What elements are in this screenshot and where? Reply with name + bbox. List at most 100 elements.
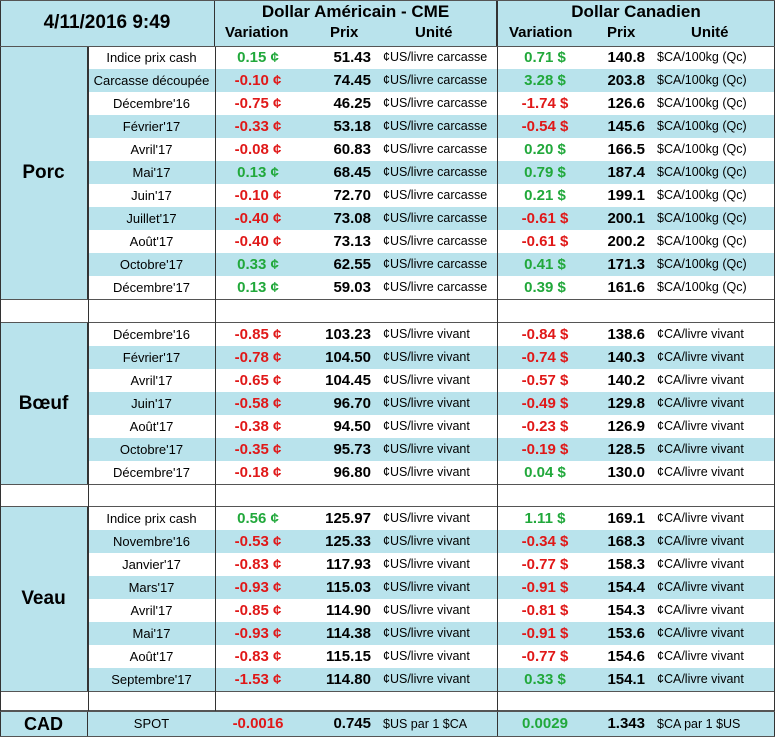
spot-cad-unit: $CA par 1 $US <box>657 717 741 731</box>
usd-unit: ¢US/livre vivant <box>383 442 470 456</box>
usd-price: 114.80 <box>325 671 371 688</box>
cad-label: CAD <box>0 711 88 737</box>
cad-unit: $CA/100kg (Qc) <box>657 142 747 156</box>
cad-variation: 0.33 $ <box>524 671 566 688</box>
cad-unit: $CA/100kg (Qc) <box>657 73 747 87</box>
contract-label: Octobre'17 <box>119 442 184 457</box>
usd-title: Dollar Américain - CME <box>261 2 450 21</box>
contract-label: Avril'17 <box>130 373 173 388</box>
usd-price: 104.45 <box>325 372 371 389</box>
usd-unit: ¢US/livre vivant <box>383 373 470 387</box>
cad-variation: -0.57 $ <box>521 372 569 389</box>
cad-price: 154.4 <box>607 579 645 596</box>
cad-price: 128.5 <box>607 441 645 458</box>
usd-price: 51.43 <box>333 49 371 66</box>
table-row: Octobre'17 -0.35 ¢ 95.73 ¢US/livre vivant -0… <box>0 438 775 461</box>
usd-price: 125.97 <box>325 510 371 527</box>
usd-unit: ¢US/livre vivant <box>383 534 470 548</box>
usd-price: 74.45 <box>333 72 371 89</box>
cad-price: 140.2 <box>607 372 645 389</box>
cad-price: 154.1 <box>607 671 645 688</box>
spot-label: SPOT <box>133 716 170 731</box>
usd-unit: ¢US/livre carcasse <box>383 211 488 225</box>
cad-variation: 1.11 $ <box>524 510 566 527</box>
cad-unit: $CA/100kg (Qc) <box>657 119 747 133</box>
usd-price: 117.93 <box>325 556 371 573</box>
table-border <box>0 0 1 737</box>
cad-variation: 0.79 $ <box>524 164 566 181</box>
usd-variation: -0.78 ¢ <box>234 349 282 366</box>
spot-usd-unit: $US par 1 $CA <box>383 717 468 731</box>
cad-price: 140.8 <box>607 49 645 66</box>
contract-label: Juillet'17 <box>126 211 177 226</box>
contract-label: Août'17 <box>129 234 174 249</box>
usd-price: 73.08 <box>333 210 371 227</box>
usd-prix-header: Prix <box>330 24 359 41</box>
usd-variation: -0.33 ¢ <box>234 118 282 135</box>
table-row: Septembre'17 -1.53 ¢ 114.80 ¢US/livre vivan… <box>0 668 775 691</box>
table-row: Août'17 -0.40 ¢ 73.13 ¢US/livre carcasse -0.… <box>0 230 775 253</box>
usd-unit: ¢US/livre carcasse <box>383 257 488 271</box>
cad-spot-row: CAD SPOT -0.0016 0.745 $US par 1 $CA 0.0029 1.… <box>0 711 775 737</box>
cad-unit: ¢CA/livre vivant <box>657 350 744 364</box>
usd-variation: -1.53 ¢ <box>234 671 282 688</box>
cad-variation: 0.04 $ <box>524 464 566 481</box>
table-row: Mai'17 -0.93 ¢ 114.38 ¢US/livre vivant -0.91… <box>0 622 775 645</box>
usd-unit: ¢US/livre vivant <box>383 350 470 364</box>
cad-variation: -0.77 $ <box>521 648 569 665</box>
usd-unit: ¢US/livre vivant <box>383 465 470 479</box>
cad-unit: $CA/100kg (Qc) <box>657 257 747 271</box>
date-time: 4/11/2016 9:49 <box>43 12 171 33</box>
cad-variation: -0.61 $ <box>521 233 569 250</box>
table-row: Décembre'17 -0.18 ¢ 96.80 ¢US/livre vivant 0… <box>0 461 775 484</box>
contract-label: Décembre'17 <box>113 280 190 295</box>
section-gap <box>0 691 775 711</box>
table-row: Carcasse découpée -0.10 ¢ 74.45 ¢US/livre c… <box>0 69 775 92</box>
cad-price: 140.3 <box>607 349 645 366</box>
cad-price: 200.2 <box>607 233 645 250</box>
group-label-2: Veau <box>0 507 88 691</box>
cad-price: 199.1 <box>607 187 645 204</box>
cad-price: 158.3 <box>607 556 645 573</box>
usd-unit: ¢US/livre carcasse <box>383 188 488 202</box>
spot-usd-variation: -0.0016 <box>232 715 284 732</box>
spot-usd-price: 0.745 <box>333 715 371 732</box>
usd-unit: ¢US/livre vivant <box>383 649 470 663</box>
cad-price: 130.0 <box>607 464 645 481</box>
cad-variation: -0.19 $ <box>521 441 569 458</box>
cad-price: 187.4 <box>607 164 645 181</box>
cad-price: 145.6 <box>607 118 645 135</box>
contract-label: Août'17 <box>129 649 174 664</box>
cad-unit: $CA/100kg (Qc) <box>657 280 747 294</box>
usd-price: 96.70 <box>333 395 371 412</box>
cad-header: Dollar Canadien Variation Prix Unité <box>497 0 775 46</box>
usd-variation: -0.38 ¢ <box>234 418 282 435</box>
cad-unit: ¢CA/livre vivant <box>657 580 744 594</box>
cad-variation: -0.34 $ <box>521 533 569 550</box>
cad-variation-header: Variation <box>509 24 573 41</box>
cad-price: 138.6 <box>607 326 645 343</box>
contract-label: Indice prix cash <box>106 511 197 526</box>
usd-variation: -0.53 ¢ <box>234 533 282 550</box>
cad-price: 161.6 <box>607 279 645 296</box>
cad-unit: $CA/100kg (Qc) <box>657 211 747 225</box>
usd-price: 115.15 <box>325 648 371 665</box>
cad-variation: -0.23 $ <box>521 418 569 435</box>
cad-unit: $CA/100kg (Qc) <box>657 188 747 202</box>
table-row: Indice prix cash 0.15 ¢ 51.43 ¢US/livre car… <box>0 46 775 69</box>
usd-price: 62.55 <box>333 256 371 273</box>
usd-unit: ¢US/livre carcasse <box>383 73 488 87</box>
table-row: Juillet'17 -0.40 ¢ 73.08 ¢US/livre carcasse… <box>0 207 775 230</box>
cad-prix-header: Prix <box>607 24 636 41</box>
table-row: Janvier'17 -0.83 ¢ 117.93 ¢US/livre vivant -… <box>0 553 775 576</box>
cad-price: 129.8 <box>607 395 645 412</box>
cad-unit: ¢CA/livre vivant <box>657 442 744 456</box>
usd-variation: 0.15 ¢ <box>237 49 279 66</box>
usd-variation: 0.33 ¢ <box>237 256 279 273</box>
contract-label: Juin'17 <box>131 396 172 411</box>
contract-label: Août'17 <box>129 419 174 434</box>
cad-variation: 0.71 $ <box>524 49 566 66</box>
usd-unit: ¢US/livre carcasse <box>383 280 488 294</box>
cad-unit: ¢CA/livre vivant <box>657 373 744 387</box>
